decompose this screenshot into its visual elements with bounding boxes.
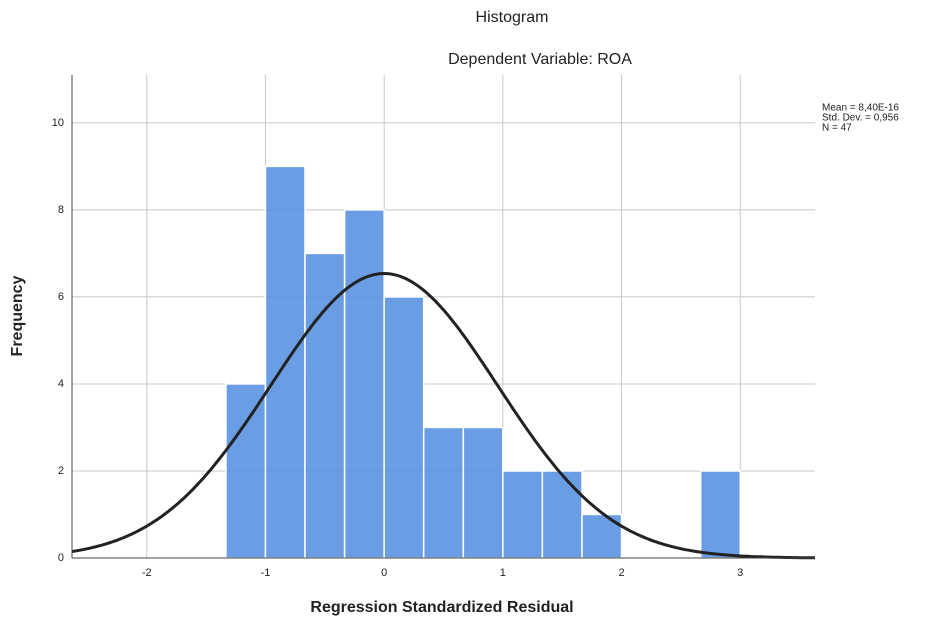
x-tick-label: 0: [381, 567, 387, 579]
y-tick-label: 0: [58, 552, 64, 564]
y-tick-label: 10: [52, 117, 64, 129]
y-tick-label: 4: [58, 378, 64, 390]
bar: [422, 426, 465, 559]
stat-n: N = 47: [822, 123, 852, 134]
x-tick-label: -1: [261, 567, 271, 579]
bar: [225, 383, 267, 559]
x-axis-label: Regression Standardized Residual: [310, 599, 573, 616]
y-tick-label: 6: [58, 291, 64, 303]
bar: [343, 209, 385, 559]
normal-curve: [71, 271, 815, 560]
stat-mean: Mean = 8,40E-16: [822, 103, 899, 114]
bar: [541, 470, 583, 559]
x-tick-label: -2: [142, 567, 152, 579]
bar: [462, 426, 504, 559]
bar: [383, 296, 425, 559]
x-tick-label: 1: [500, 567, 506, 579]
y-tick-label: 8: [58, 204, 64, 216]
bar: [304, 252, 346, 559]
chart-subtitle: Dependent Variable: ROA: [448, 51, 632, 68]
stat-sd: Std. Dev. = 0,956: [822, 113, 899, 124]
y-tick-label: 2: [58, 465, 64, 477]
y-axis-label: Frequency: [9, 275, 26, 356]
chart-title: Histogram: [476, 9, 549, 26]
bar: [699, 470, 741, 559]
x-tick-label: 3: [737, 567, 743, 579]
x-tick-label: 2: [618, 567, 624, 579]
bar: [502, 470, 544, 559]
